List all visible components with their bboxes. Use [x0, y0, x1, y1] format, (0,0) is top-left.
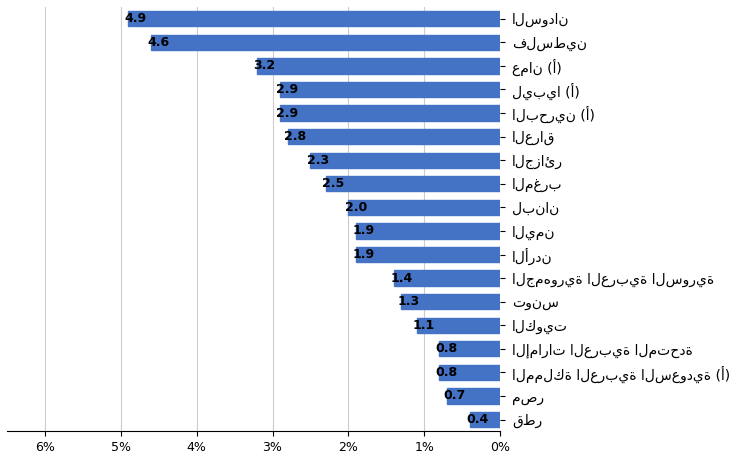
Text: 2.9: 2.9: [276, 83, 298, 96]
Text: 0.8: 0.8: [436, 366, 458, 379]
Bar: [439, 341, 500, 356]
Bar: [447, 388, 500, 404]
Text: 3.2: 3.2: [254, 59, 276, 72]
Bar: [257, 58, 500, 74]
Bar: [439, 365, 500, 380]
Text: 0.4: 0.4: [466, 413, 488, 426]
Text: 1.9: 1.9: [352, 248, 374, 261]
Bar: [469, 412, 500, 427]
Text: 4.6: 4.6: [147, 36, 170, 49]
Bar: [394, 271, 500, 286]
Text: 1.3: 1.3: [398, 295, 420, 308]
Bar: [280, 82, 500, 97]
Bar: [151, 35, 500, 50]
Text: 2.0: 2.0: [345, 201, 367, 214]
Text: 2.5: 2.5: [322, 177, 344, 190]
Text: 1.9: 1.9: [352, 225, 374, 237]
Text: 0.7: 0.7: [443, 390, 466, 402]
Bar: [280, 106, 500, 121]
Text: 2.9: 2.9: [276, 106, 298, 119]
Bar: [416, 318, 500, 333]
Bar: [287, 129, 500, 144]
Bar: [326, 176, 500, 191]
Text: 4.9: 4.9: [125, 12, 147, 25]
Bar: [128, 11, 500, 26]
Bar: [349, 200, 500, 215]
Text: 1.4: 1.4: [390, 272, 413, 284]
Bar: [356, 247, 500, 262]
Text: 0.8: 0.8: [436, 343, 458, 355]
Bar: [402, 294, 500, 309]
Text: 1.1: 1.1: [413, 319, 435, 332]
Bar: [356, 223, 500, 239]
Text: 2.8: 2.8: [284, 130, 306, 143]
Bar: [310, 153, 500, 168]
Text: 2.3: 2.3: [307, 154, 329, 167]
